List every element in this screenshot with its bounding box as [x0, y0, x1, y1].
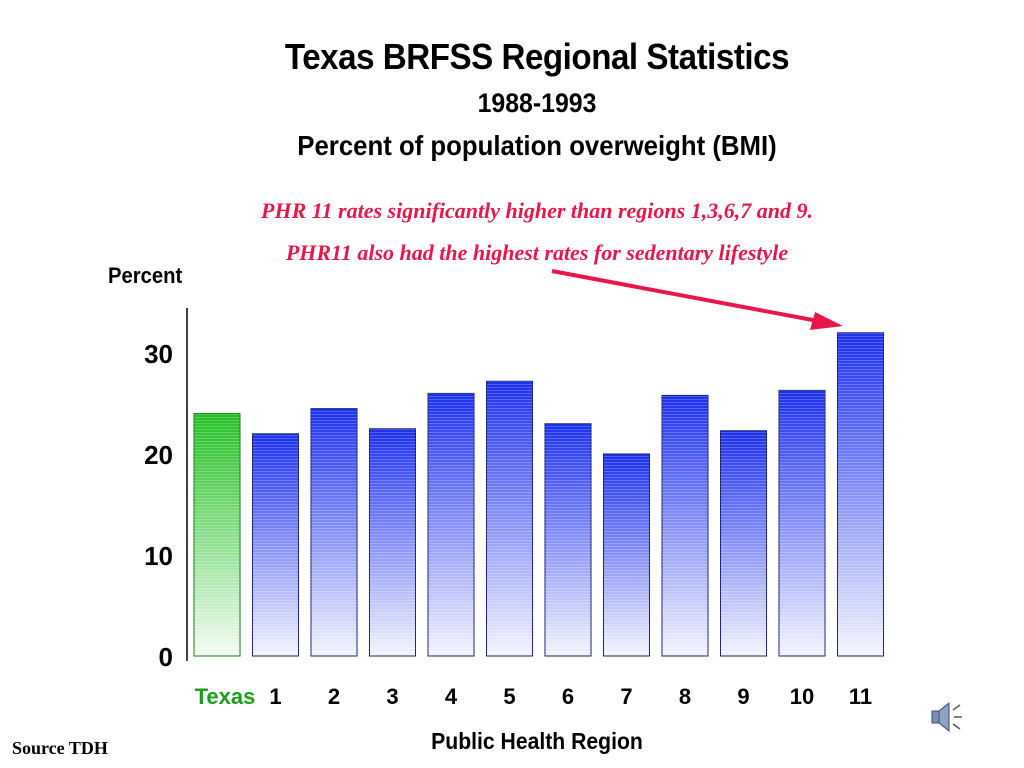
y-tick-label: 0 — [159, 642, 173, 672]
bar-texture — [311, 408, 357, 656]
annotation-note-sedentary: PHR11 also had the highest rates for sed… — [285, 240, 789, 265]
x-tick-label: 8 — [679, 684, 691, 709]
bar-texture — [428, 393, 474, 656]
speaker-sound-icon[interactable] — [928, 698, 968, 738]
x-tick-label: 10 — [790, 684, 814, 709]
bar-texture — [603, 454, 650, 656]
x-tick-label: 9 — [737, 684, 749, 709]
chart-subtitle-measure: Percent of population overweight (BMI) — [297, 130, 777, 161]
x-tick-label: 1 — [269, 684, 281, 709]
y-tick-label: 20 — [144, 440, 173, 470]
x-tick-label: 2 — [328, 684, 340, 709]
annotation-arrow — [551, 269, 843, 330]
x-tick-label: 11 — [849, 684, 872, 709]
y-tick-label: 10 — [144, 541, 173, 571]
bar-texture — [662, 395, 708, 656]
y-tick-label: 30 — [144, 339, 173, 369]
bar-texture — [545, 423, 591, 656]
annotation-note-significance: PHR 11 rates significantly higher than r… — [261, 198, 813, 223]
bar-texture — [837, 332, 884, 656]
bar-texture — [194, 413, 240, 656]
y-axis-label: Percent — [108, 263, 183, 288]
chart-title: Texas BRFSS Regional Statistics — [284, 36, 790, 77]
x-tick-label: 6 — [562, 684, 574, 709]
bar-texture — [486, 381, 533, 656]
x-tick-label: 4 — [445, 684, 458, 709]
bar-texture — [252, 433, 299, 656]
bar-texture — [779, 390, 825, 656]
x-tick-label: 5 — [503, 684, 515, 709]
chart-subtitle-years: 1988-1993 — [477, 88, 597, 118]
x-tick-label: 7 — [620, 684, 632, 709]
x-tick-label: 3 — [386, 684, 398, 709]
bar-texture — [720, 430, 767, 656]
bar-texture — [369, 428, 416, 656]
source-note: Source TDH — [12, 738, 108, 758]
x-axis-label: Public Health Region — [431, 728, 643, 754]
x-tick-label: Texas — [195, 684, 256, 709]
